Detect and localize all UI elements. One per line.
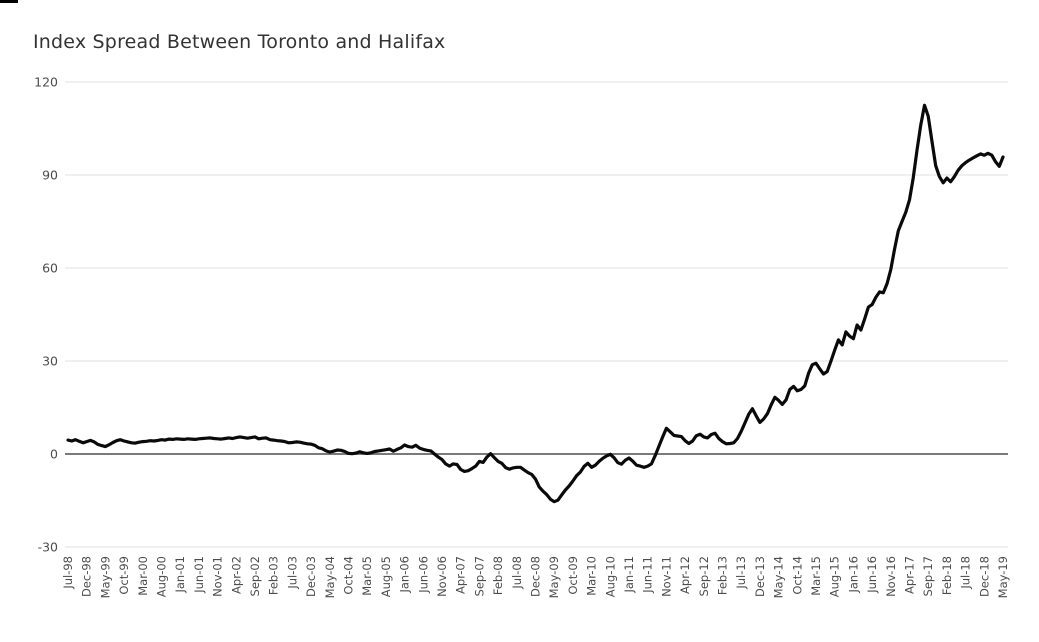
x-tick-label: Feb-03 [267, 556, 281, 595]
x-tick-label: Jun-11 [641, 556, 655, 594]
x-tick-label: Aug-05 [379, 556, 393, 597]
x-tick-label: Oct-14 [790, 556, 804, 595]
x-tick-label: Nov-01 [211, 556, 225, 597]
x-tick-label: Aug-10 [603, 556, 617, 597]
x-tick-label: Jun-16 [865, 556, 879, 594]
y-tick-label: 30 [42, 354, 58, 369]
chart-title: Index Spread Between Toronto and Halifax [33, 31, 446, 53]
x-tick-label: Aug-15 [828, 556, 842, 597]
x-tick-label: Mar-10 [585, 556, 599, 596]
x-tick-label: Feb-08 [491, 556, 505, 595]
x-tick-label: Jul-13 [734, 556, 748, 590]
x-tick-label: Nov-11 [659, 556, 673, 597]
x-tick-label: Mar-15 [809, 556, 823, 596]
x-tick-label: Sep-02 [248, 556, 262, 596]
x-tick-label: Oct-99 [117, 556, 131, 595]
x-tick-label: Oct-04 [342, 556, 356, 595]
x-tick-label: Apr-17 [903, 556, 917, 594]
x-tick-label: Jul-18 [959, 556, 973, 590]
x-tick-label: Jan-16 [846, 556, 860, 594]
x-tick-label: Dec-13 [753, 556, 767, 597]
x-tick-label: Dec-98 [80, 556, 94, 597]
x-tick-label: Mar-05 [360, 556, 374, 596]
x-tick-label: Apr-12 [678, 556, 692, 594]
x-tick-label: Sep-12 [697, 556, 711, 596]
y-tick-label: 0 [50, 447, 58, 462]
x-tick-label: Nov-16 [884, 556, 898, 597]
x-tick-label: Oct-09 [566, 556, 580, 595]
x-tick-label: Feb-18 [940, 556, 954, 595]
x-tick-label: Apr-02 [229, 556, 243, 594]
x-tick-label: Jan-11 [622, 556, 636, 594]
screenshot-corner-artifact [0, 0, 18, 3]
y-tick-label: 120 [34, 75, 58, 90]
x-tick-label: May-04 [323, 556, 337, 598]
x-tick-label: Jul-08 [510, 556, 524, 590]
x-tick-label: Aug-00 [155, 556, 169, 597]
x-tick-label: May-09 [547, 556, 561, 598]
x-tick-label: Dec-03 [304, 556, 318, 597]
x-tick-label: May-19 [996, 556, 1010, 598]
x-tick-label: Dec-08 [529, 556, 543, 597]
x-tick-label: Jan-06 [398, 556, 412, 594]
x-tick-label: Jul-03 [285, 556, 299, 590]
y-tick-label: 60 [42, 261, 58, 276]
x-tick-label: Feb-13 [716, 556, 730, 595]
y-tick-label: -30 [38, 540, 58, 555]
x-tick-label: Dec-18 [977, 556, 991, 597]
series-line [66, 103, 1005, 504]
x-tick-label: Sep-07 [472, 556, 486, 596]
x-tick-label: Jun-06 [416, 556, 430, 594]
x-tick-label: Jul-98 [61, 556, 75, 590]
y-tick-label: 90 [42, 168, 58, 183]
x-tick-label: Nov-06 [435, 556, 449, 597]
x-tick-label: Jun-01 [192, 556, 206, 594]
x-tick-label: Apr-07 [454, 556, 468, 594]
x-tick-label: May-99 [98, 556, 112, 598]
x-tick-label: Jan-01 [173, 556, 187, 594]
x-tick-label: Sep-17 [921, 556, 935, 596]
x-tick-label: May-14 [772, 556, 786, 598]
x-tick-label: Mar-00 [136, 556, 150, 596]
